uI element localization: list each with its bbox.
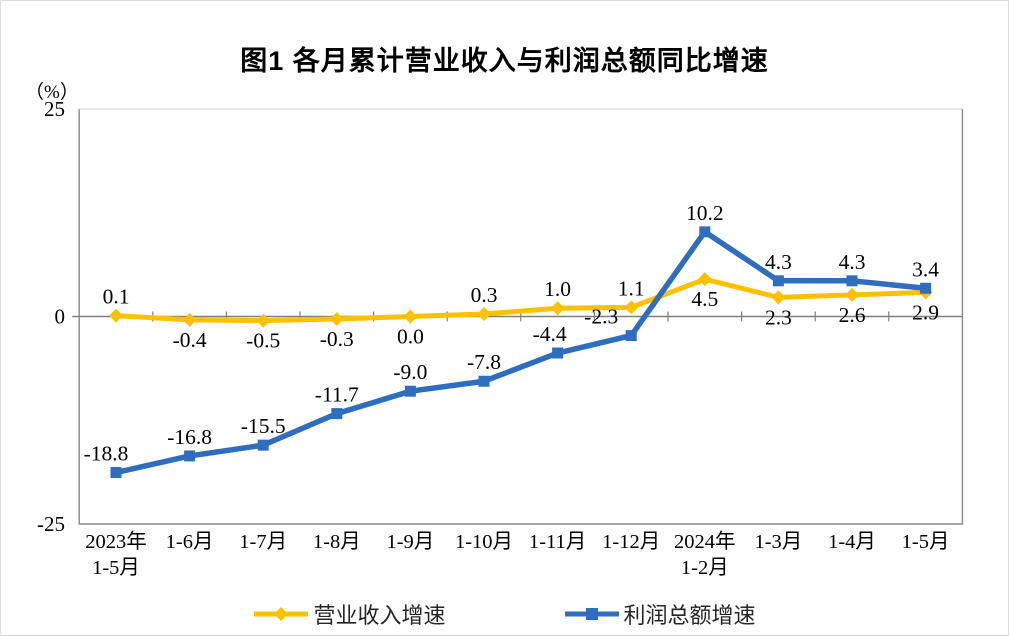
series-0-marker-diamond [697, 272, 712, 287]
x-axis-category-label: 1-5月 [902, 531, 950, 553]
data-label: 0.1 [103, 285, 130, 309]
series-0-marker-diamond [477, 307, 491, 322]
x-axis-category-label: 1-9月 [386, 531, 434, 553]
series-1-line [115, 229, 926, 476]
data-label: -7.8 [467, 350, 501, 374]
series-0-marker-diamond [624, 300, 639, 315]
legend-label-profit: 利润总额增速 [623, 603, 756, 628]
x-axis-category-label: 1-10月 [455, 531, 513, 553]
legend-label-revenue: 营业收入增速 [313, 603, 446, 628]
x-axis-category-label: 1-6月 [166, 531, 214, 553]
profit-series-swatch [564, 608, 619, 620]
data-label: 4.3 [765, 250, 792, 274]
legend: 营业收入增速 利润总额增速 [1, 598, 1008, 630]
series-0-marker-diamond [109, 308, 123, 323]
x-axis-category-label: 1-8月 [313, 531, 361, 553]
x-axis-category-label: 2024年 1-2月 [674, 530, 736, 579]
legend-item-profit: 利润总额增速 [564, 598, 756, 630]
data-label: -15.5 [241, 414, 286, 438]
data-label: 4.3 [839, 250, 866, 274]
series-0-line [115, 276, 926, 324]
series-0-marker-diamond [845, 287, 859, 302]
y-axis-unit-label: （%） [25, 82, 79, 103]
y-axis-tick-label: -25 [37, 512, 65, 536]
data-label: 3.4 [912, 257, 939, 281]
series-0-marker-diamond [256, 313, 271, 328]
data-label: -0.4 [173, 328, 207, 352]
square-marker-icon [585, 608, 598, 620]
x-axis-category-label: 1-4月 [828, 531, 876, 553]
data-label: 2.6 [839, 303, 866, 327]
series-1-marker-square [625, 330, 637, 342]
data-label: 10.2 [686, 201, 724, 225]
data-label: 1.0 [544, 277, 571, 301]
data-label: -0.5 [246, 329, 280, 353]
data-label: -0.3 [320, 327, 354, 351]
chart-title: 图1 各月累计营业收入与利润总额同比增速 [240, 46, 769, 76]
data-label: -16.8 [167, 425, 212, 449]
data-label: 2.3 [765, 305, 792, 329]
series-1-marker-square [257, 439, 269, 451]
data-label: -9.0 [393, 360, 427, 384]
series-0-marker-diamond [403, 309, 418, 324]
series-1-marker-square [846, 275, 858, 287]
legend-item-revenue: 营业收入增速 [253, 598, 446, 630]
series-0-marker-diamond [182, 312, 197, 327]
series-0-marker-diamond [771, 290, 786, 305]
data-label: 0.0 [397, 325, 424, 349]
series-1-marker-square [699, 226, 711, 238]
x-axis-category-label: 2023年 1-5月 [85, 530, 147, 579]
y-axis-tick-label: 0 [55, 305, 66, 329]
data-label: 4.5 [691, 287, 718, 311]
series-1-marker-square [552, 347, 564, 359]
series-1-marker-square [920, 282, 932, 294]
series-0-marker-diamond [329, 311, 344, 326]
series-1-marker-square [772, 275, 784, 287]
series-1-marker-square [110, 467, 122, 479]
x-axis-category-label: 1-11月 [529, 531, 586, 553]
data-label: -2.3 [584, 305, 618, 329]
diamond-marker-icon [274, 607, 289, 621]
series-1-marker-square [478, 375, 490, 387]
series-1-marker-square [331, 408, 343, 420]
series-1-marker-square [404, 385, 416, 397]
series-0-marker-diamond [550, 301, 565, 316]
data-label: -18.8 [84, 442, 129, 466]
data-label: -11.7 [315, 383, 359, 407]
data-label: -4.4 [533, 322, 567, 346]
x-axis-category-label: 1-7月 [239, 531, 287, 553]
series-1-marker-square [184, 450, 196, 462]
data-label: 0.3 [471, 283, 498, 307]
data-label: 2.9 [912, 300, 939, 324]
y-axis-tick-label: 25 [44, 97, 65, 121]
x-axis-category-label: 1-3月 [754, 531, 802, 553]
x-axis-category-label: 1-12月 [602, 531, 660, 553]
revenue-series-swatch [254, 607, 309, 621]
data-label: 1.1 [618, 276, 645, 300]
